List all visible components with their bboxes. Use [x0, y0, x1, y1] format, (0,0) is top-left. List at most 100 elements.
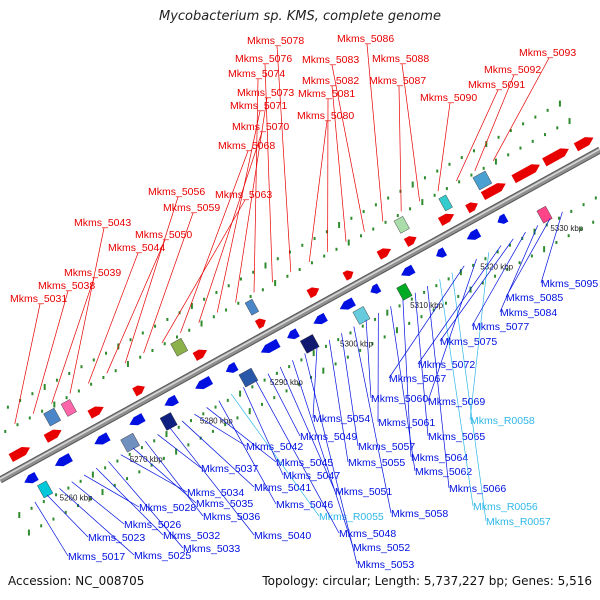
reverse-gene-shape	[195, 376, 214, 390]
tick-mark	[310, 261, 313, 265]
gene-label: Mkms_5088	[372, 53, 429, 65]
tick-mark	[372, 227, 375, 231]
feature-block	[159, 412, 178, 431]
gene-label: Mkms_5085	[506, 292, 563, 304]
leader-line	[365, 319, 372, 399]
feature-block-shape	[37, 480, 54, 499]
leader-line	[427, 285, 450, 489]
gene-label: Mkms_5042	[246, 441, 303, 453]
leader-line	[366, 43, 384, 222]
reverse-gene	[260, 338, 281, 353]
reverse-gene	[497, 213, 509, 224]
forward-gene	[465, 202, 478, 214]
forward-gene-shape	[132, 385, 145, 397]
leader-line	[499, 225, 539, 313]
tick-mark	[166, 317, 169, 321]
leader-line	[279, 366, 336, 492]
tick-mark	[67, 486, 70, 490]
tick-mark	[494, 274, 497, 278]
tick-mark	[225, 308, 228, 312]
tick-mark	[396, 214, 399, 218]
forward-gene	[480, 183, 506, 201]
leader-line	[267, 373, 301, 437]
tick-mark	[594, 196, 597, 200]
tick-mark	[126, 360, 129, 367]
feature-block	[396, 283, 413, 301]
tick-mark	[236, 416, 239, 420]
gene-label: Mkms_5086	[337, 33, 394, 45]
leader-line	[328, 339, 349, 463]
forward-gene	[192, 349, 208, 361]
tick-mark	[102, 375, 105, 379]
forward-gene-shape	[465, 202, 478, 214]
feature-block	[60, 399, 77, 417]
reverse-gene-shape	[436, 247, 448, 258]
tick-mark	[237, 301, 240, 305]
tick-mark	[458, 180, 461, 184]
tick-mark	[334, 362, 337, 366]
gene-label: Mkms_5031	[10, 293, 67, 305]
gene-label: Mkms_5082	[302, 75, 359, 87]
tick-mark	[91, 471, 94, 478]
gene-label: Mkms_R0055	[319, 511, 384, 523]
tick-mark	[200, 320, 203, 327]
tick-mark	[496, 250, 499, 254]
leader-line	[69, 227, 105, 394]
tick-mark	[65, 396, 68, 400]
tick-mark	[472, 263, 475, 267]
leader-line	[312, 346, 318, 419]
forward-gene	[43, 429, 62, 443]
reverse-gene-shape	[466, 228, 482, 240]
feature-block	[238, 367, 259, 388]
tick-mark	[187, 443, 190, 447]
reverse-gene-shape	[24, 471, 39, 484]
tick-mark	[448, 162, 451, 166]
tick-mark	[506, 267, 509, 271]
tick-mark	[151, 348, 154, 352]
forward-gene	[403, 236, 417, 247]
gene-label: Mkms_5069	[428, 396, 485, 408]
tick-mark	[435, 284, 438, 288]
tick-mark	[411, 181, 414, 188]
tick-mark	[384, 220, 387, 224]
leader-line	[292, 360, 354, 548]
feature-block-shape	[120, 432, 140, 453]
reverse-gene-shape	[94, 432, 111, 445]
feature-block	[43, 407, 62, 427]
leader-line	[46, 494, 89, 538]
tick-mark	[374, 203, 377, 207]
leader-line	[51, 277, 95, 404]
leader-line	[492, 57, 550, 161]
tick-mark	[444, 301, 447, 305]
forward-gene-shape	[87, 406, 104, 419]
tick-mark	[288, 365, 291, 369]
leader-line	[144, 440, 204, 517]
gene-label: Mkms_5057	[358, 441, 415, 453]
tick-mark	[263, 378, 266, 382]
forward-gene	[376, 248, 392, 260]
leader-line	[143, 212, 194, 354]
leader-line	[402, 299, 412, 458]
forward-gene-shape	[342, 270, 354, 281]
gene-label: Mkms_R0058	[470, 415, 535, 427]
forward-gene	[87, 406, 104, 419]
tick-mark	[175, 448, 178, 455]
reverse-gene	[94, 432, 111, 445]
reverse-gene-shape	[225, 362, 239, 373]
tick-mark	[252, 270, 255, 274]
tick-mark	[215, 290, 218, 294]
leader-line	[106, 239, 166, 374]
tick-mark	[226, 398, 229, 402]
reverse-gene	[164, 394, 179, 407]
reverse-gene-shape	[370, 283, 382, 294]
tick-mark	[165, 431, 168, 438]
tick-mark	[507, 153, 510, 157]
tick-mark	[89, 497, 92, 501]
tick-mark	[42, 500, 45, 504]
gene-label: Mkms_5064	[411, 452, 468, 464]
tick-mark	[383, 335, 386, 339]
reverse-gene-shape	[260, 338, 281, 353]
leader-line	[439, 279, 474, 507]
leader-line	[255, 380, 340, 534]
tick-mark	[421, 199, 424, 206]
